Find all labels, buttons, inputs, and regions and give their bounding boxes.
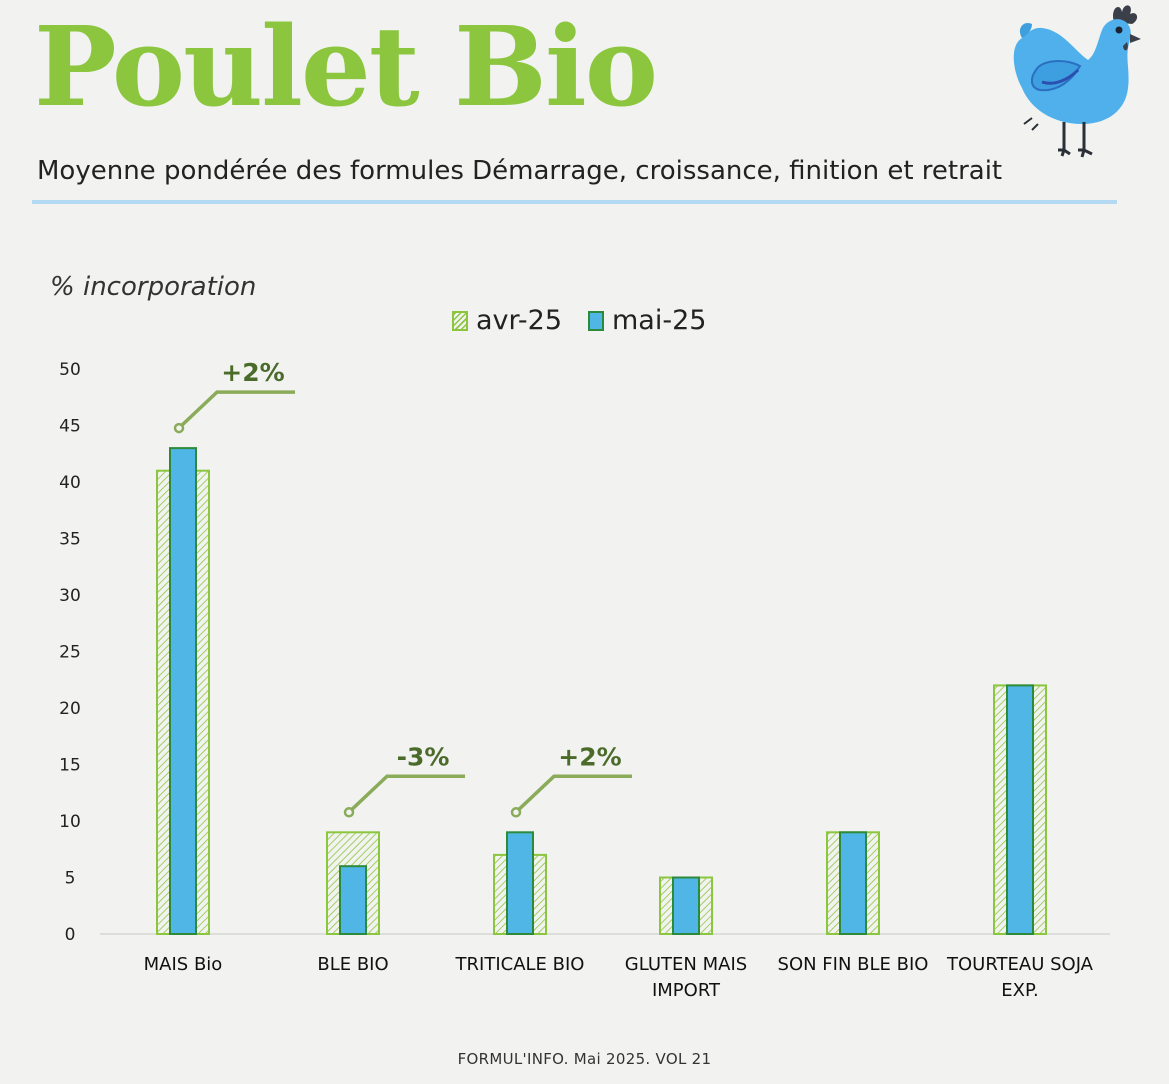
annotation-leader: [517, 774, 632, 811]
x-tick-label: IMPORT: [652, 980, 721, 1001]
legend-swatch-mai: [588, 310, 604, 331]
blue-chicken-icon: [1002, 0, 1152, 169]
legend-swatch-avr: [452, 310, 468, 331]
x-tick-label: BLE BIO: [317, 954, 388, 975]
y-tick-label: 0: [65, 925, 76, 945]
x-axis-labels: MAIS Bio BLE BIO TRITICALE BIO GLUTEN MAIS I…: [144, 954, 1094, 1001]
annotation-label: +2%: [221, 358, 284, 387]
y-tick-label: 10: [59, 812, 81, 832]
bar-mai-25: [839, 831, 867, 935]
bar-mai-25: [169, 447, 197, 935]
bar-mai-25: [339, 865, 367, 936]
x-tick-label: SON FIN BLE BIO: [778, 954, 929, 975]
x-tick-label: TOURTEAU SOJA: [946, 954, 1094, 975]
y-tick-label: 5: [65, 869, 76, 889]
annotation-leader: [350, 774, 465, 811]
bar-mai-25: [1006, 684, 1034, 936]
header-divider: [32, 200, 1117, 204]
y-tick-label: 45: [59, 417, 81, 437]
y-tick-label: 30: [59, 586, 81, 606]
y-axis-ticks: 0 5 10 15 20 25 30 35 40 45 50: [59, 360, 81, 945]
y-tick-label: 15: [59, 756, 81, 776]
series-avr-bars: [156, 469, 1047, 936]
annotation-dot: [510, 807, 522, 818]
x-tick-label: EXP.: [1001, 980, 1038, 1001]
legend-item-avr: avr-25: [452, 305, 562, 336]
annotation-dot: [173, 422, 185, 434]
legend-label-mai: mai-25: [612, 305, 707, 336]
series-mai-bars: [169, 447, 1034, 936]
bar-mai-25: [672, 876, 700, 935]
footer-credit: FORMUL'INFO. Mai 2025. VOL 21: [457, 1050, 712, 1068]
y-tick-label: 50: [59, 360, 81, 380]
annotation-leader: [180, 390, 295, 427]
page-subtitle: Moyenne pondérée des formules Démarrage,…: [37, 156, 1003, 186]
page-title: Poulet Bio: [34, 2, 658, 131]
bar-chart: 0 5 10 15 20 25 30 35 40 45 50 +2% -3% +2% MAIS Bio B…: [59, 358, 1110, 1001]
annotation-dot: [343, 807, 355, 818]
change-annotations: +2% -3% +2%: [173, 358, 632, 818]
y-axis-label: % incorporation: [50, 272, 257, 302]
x-tick-label: GLUTEN MAIS: [625, 954, 747, 975]
legend-label-avr: avr-25: [476, 305, 562, 336]
y-tick-label: 40: [59, 473, 81, 493]
annotation-label: +2%: [558, 742, 621, 771]
x-tick-label: MAIS Bio: [144, 954, 223, 975]
x-tick-label: TRITICALE BIO: [455, 954, 585, 975]
annotation-label: -3%: [397, 742, 450, 771]
legend-item-mai: mai-25: [588, 305, 706, 336]
y-tick-label: 25: [59, 643, 81, 663]
bar-mai-25: [506, 831, 534, 935]
chart-legend: avr-25 mai-25: [452, 305, 706, 336]
y-tick-label: 35: [59, 530, 81, 550]
y-tick-label: 20: [59, 699, 81, 719]
